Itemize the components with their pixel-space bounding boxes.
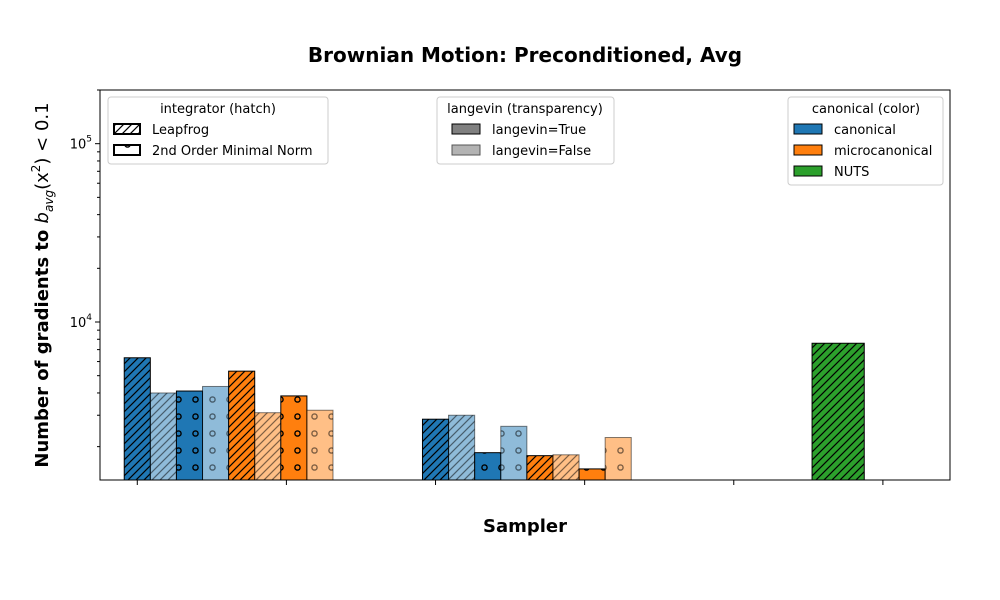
legend-label: microcanonical <box>834 144 932 159</box>
legend-swatch-minimal-norm <box>113 144 141 156</box>
legend-canonical: canonical (color) canonical microcanonic… <box>787 96 944 186</box>
bar <box>123 357 151 480</box>
x-axis-label: Sampler <box>483 516 567 537</box>
legend-swatch-nuts <box>793 165 823 177</box>
legend-swatch-microcanonical <box>793 144 823 156</box>
bar <box>306 409 334 480</box>
legend-swatch-langevin-false <box>451 144 481 156</box>
y-tick-base: 10 <box>70 316 87 331</box>
y-tick-exponent: 5 <box>86 135 92 145</box>
bar <box>552 454 580 480</box>
legend-title: canonical (color) <box>812 102 920 117</box>
bar <box>228 370 256 480</box>
bar <box>526 455 554 480</box>
legend-swatch-canonical <box>793 123 823 135</box>
legend-title: langevin (transparency) <box>447 102 603 117</box>
bars-group <box>123 342 865 480</box>
bar <box>604 437 632 480</box>
y-axis-label: Number of gradients to bavg(x2) < 0.1 <box>29 102 56 467</box>
legend-label: langevin=True <box>492 123 586 138</box>
legend-title: integrator (hatch) <box>160 102 276 117</box>
legend-label: canonical <box>834 123 896 138</box>
legend-swatch-leapfrog <box>113 123 141 135</box>
y-tick-label: 105 <box>70 135 92 153</box>
bar <box>202 385 230 480</box>
y-tick-base: 10 <box>70 138 87 153</box>
bar <box>448 414 476 480</box>
bar <box>175 390 204 480</box>
chart-title: Brownian Motion: Preconditioned, Avg <box>308 43 742 67</box>
plot-frame <box>99 89 951 481</box>
legend-label: NUTS <box>834 165 869 180</box>
bar <box>811 342 865 480</box>
bar <box>254 412 282 480</box>
legend-label: Leapfrog <box>152 123 209 138</box>
legend-swatch-langevin-true <box>451 123 481 135</box>
bar <box>474 452 502 480</box>
legend-langevin: langevin (transparency) langevin=True la… <box>436 96 615 165</box>
y-tick-label: 104 <box>70 313 93 331</box>
bar <box>149 392 177 480</box>
y-tick-exponent: 4 <box>86 313 92 323</box>
bar <box>500 425 528 480</box>
legend-integrator: integrator (hatch) Leapfrog 2nd Order Mi… <box>107 96 329 165</box>
legend-label: langevin=False <box>492 144 591 159</box>
x-ticks <box>136 480 884 485</box>
bar <box>421 418 450 480</box>
legend-label: 2nd Order Minimal Norm <box>152 144 312 159</box>
bar <box>280 395 308 480</box>
